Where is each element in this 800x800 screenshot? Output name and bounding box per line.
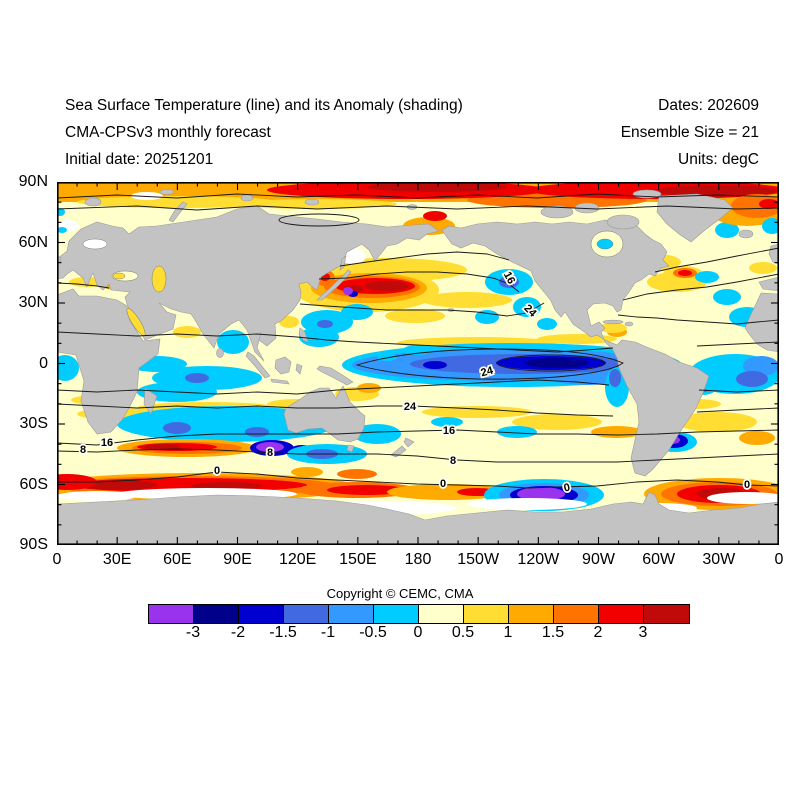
figure-title-block: Sea Surface Temperature (line) and its A… bbox=[65, 92, 463, 173]
colorbar-tick-label: 1.5 bbox=[541, 624, 565, 641]
colorbar-tick-label: 2 bbox=[593, 624, 603, 641]
title-line: Sea Surface Temperature (line) and its A… bbox=[65, 97, 463, 114]
contour-label: 16 bbox=[443, 425, 455, 437]
lat-tick-label: 60S bbox=[19, 475, 48, 493]
colorbar-cell bbox=[194, 605, 239, 623]
colorbar-cell bbox=[374, 605, 419, 623]
map-plot-area: 16 24 24 24 16 16 8 8 8 0 0 0 0 bbox=[57, 182, 779, 545]
lon-tick-label: 30W bbox=[702, 551, 736, 568]
continents-layer bbox=[57, 189, 779, 545]
lon-tick-label: 60E bbox=[163, 551, 192, 568]
colorbar-cell bbox=[149, 605, 194, 623]
sst-contour-layer bbox=[57, 193, 779, 489]
ensemble-size-line: Ensemble Size = 21 bbox=[620, 124, 759, 141]
contour-label: 8 bbox=[80, 444, 86, 456]
inland-seas bbox=[82, 230, 624, 336]
initial-date-line: Initial date: 20251201 bbox=[65, 151, 214, 168]
colorbar-tick-labels: -3 -2 -1.5 -1 -0.5 0 0.5 1 1.5 2 3 bbox=[148, 624, 688, 646]
colorbar-tick-label: 1 bbox=[503, 624, 513, 641]
longitude-axis: 0 30E 60E 90E 120E 150E 180 150W 120W 90W 60W 30W 0 bbox=[53, 551, 784, 571]
colorbar-tick-label: -1 bbox=[320, 624, 336, 641]
colorbar-cell bbox=[509, 605, 554, 623]
colorbar-cell bbox=[284, 605, 329, 623]
copyright-text: Copyright © CEMC, CMA bbox=[326, 586, 474, 601]
lon-tick-label: 120E bbox=[278, 551, 317, 568]
lat-tick-label: 90N bbox=[18, 173, 48, 190]
lon-tick-label: 90E bbox=[223, 551, 252, 568]
lat-tick-label: 30S bbox=[19, 415, 48, 432]
colorbar-tick-label: -1.5 bbox=[269, 624, 297, 641]
colorbar-tick-label: 3 bbox=[638, 624, 648, 641]
units-line: Units: degC bbox=[678, 151, 759, 168]
lon-tick-label: 150E bbox=[339, 551, 377, 568]
contour-label: 8 bbox=[450, 455, 456, 467]
colorbar-cell bbox=[329, 605, 374, 623]
colorbar-cell bbox=[554, 605, 599, 623]
colorbar-tick-label: -3 bbox=[185, 624, 201, 641]
lat-tick-label: 60N bbox=[18, 233, 48, 251]
contour-label: 24 bbox=[404, 401, 417, 413]
lon-tick-label: 60W bbox=[642, 551, 676, 568]
colorbar-cell bbox=[644, 605, 689, 623]
lon-tick-label: 120W bbox=[517, 551, 560, 568]
colorbar-tick-label: -2 bbox=[230, 624, 246, 641]
lon-tick-label: 0 bbox=[774, 551, 784, 568]
colorbar-cell bbox=[419, 605, 464, 623]
contour-label: 0 bbox=[214, 465, 220, 477]
figure-info-block: Dates: 202609 Ensemble Size = 21 Units: … bbox=[621, 92, 759, 173]
map-frame bbox=[57, 182, 779, 545]
colorbar-tick-label: 0 bbox=[413, 624, 423, 641]
model-line: CMA-CPSv3 monthly forecast bbox=[65, 124, 271, 141]
lat-tick-label: 0 bbox=[39, 354, 48, 372]
lon-tick-label: 30E bbox=[102, 551, 132, 568]
latitude-axis: 90N 60N 30N 0 30S 60S 90S bbox=[0, 173, 48, 553]
contour-label: 0 bbox=[440, 478, 446, 490]
contour-label: 16 bbox=[101, 437, 113, 449]
contour-label: 0 bbox=[744, 479, 750, 491]
anomaly-colorbar bbox=[148, 604, 690, 624]
colorbar-cell bbox=[239, 605, 284, 623]
contour-label: 8 bbox=[267, 447, 273, 459]
lon-tick-label: 150W bbox=[457, 551, 500, 568]
lat-tick-label: 90S bbox=[19, 536, 48, 553]
colorbar-tick-label: 0.5 bbox=[451, 624, 475, 641]
lon-tick-label: 180 bbox=[404, 551, 432, 568]
colorbar-cell bbox=[464, 605, 509, 623]
lat-tick-label: 30N bbox=[18, 294, 48, 311]
valid-date-line: Dates: 202609 bbox=[658, 97, 759, 114]
colorbar-tick-label: -0.5 bbox=[359, 624, 387, 641]
colorbar-cell bbox=[599, 605, 644, 623]
contour-label: 0 bbox=[563, 481, 571, 494]
lon-tick-label: 0 bbox=[52, 551, 62, 568]
lon-tick-label: 90W bbox=[582, 551, 615, 568]
